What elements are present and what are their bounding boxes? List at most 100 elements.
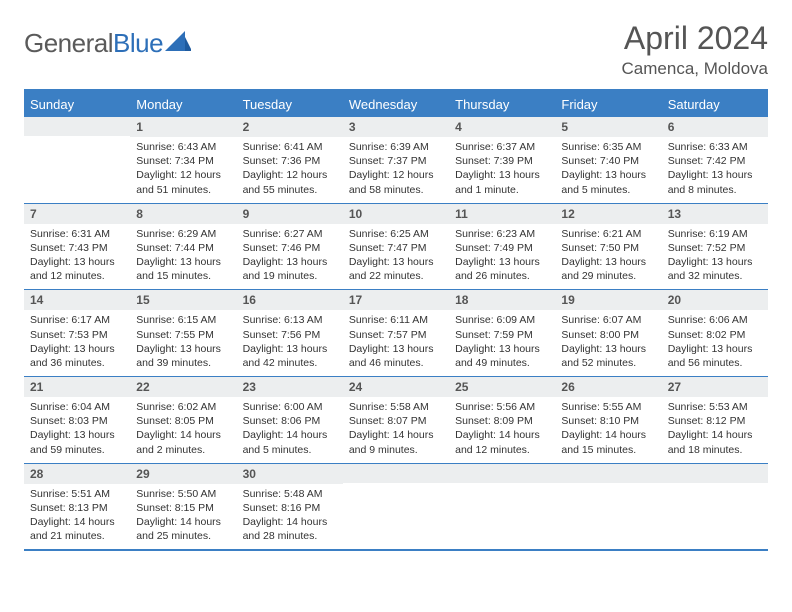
- sunrise: Sunrise: 5:58 AM: [349, 400, 443, 414]
- day-body: Sunrise: 6:35 AMSunset: 7:40 PMDaylight:…: [555, 137, 661, 203]
- day-number: 19: [555, 290, 661, 310]
- daylight: Daylight: 14 hours and 12 minutes.: [455, 428, 549, 456]
- day-body: Sunrise: 6:21 AMSunset: 7:50 PMDaylight:…: [555, 224, 661, 290]
- day-number: 23: [237, 377, 343, 397]
- sunset: Sunset: 7:50 PM: [561, 241, 655, 255]
- sunset: Sunset: 7:39 PM: [455, 154, 549, 168]
- day-cell: 19Sunrise: 6:07 AMSunset: 8:00 PMDayligh…: [555, 290, 661, 377]
- day-cell: 11Sunrise: 6:23 AMSunset: 7:49 PMDayligh…: [449, 203, 555, 290]
- sunrise: Sunrise: 5:55 AM: [561, 400, 655, 414]
- sunset: Sunset: 7:57 PM: [349, 328, 443, 342]
- logo-part1: General: [24, 28, 113, 58]
- day-cell: 1Sunrise: 6:43 AMSunset: 7:34 PMDaylight…: [130, 117, 236, 203]
- location: Camenca, Moldova: [622, 59, 768, 79]
- sunset: Sunset: 8:13 PM: [30, 501, 124, 515]
- calendar-table: Sunday Monday Tuesday Wednesday Thursday…: [24, 89, 768, 551]
- day-cell: 12Sunrise: 6:21 AMSunset: 7:50 PMDayligh…: [555, 203, 661, 290]
- day-number: 25: [449, 377, 555, 397]
- day-cell: 14Sunrise: 6:17 AMSunset: 7:53 PMDayligh…: [24, 290, 130, 377]
- day-body: Sunrise: 6:33 AMSunset: 7:42 PMDaylight:…: [662, 137, 768, 203]
- sunrise: Sunrise: 6:39 AM: [349, 140, 443, 154]
- daylight: Daylight: 13 hours and 26 minutes.: [455, 255, 549, 283]
- daylight: Daylight: 14 hours and 28 minutes.: [243, 515, 337, 543]
- day-body: Sunrise: 6:13 AMSunset: 7:56 PMDaylight:…: [237, 310, 343, 376]
- day-cell: 30Sunrise: 5:48 AMSunset: 8:16 PMDayligh…: [237, 463, 343, 550]
- day-number: 27: [662, 377, 768, 397]
- logo-triangle-icon: [165, 31, 191, 51]
- sunrise: Sunrise: 5:51 AM: [30, 487, 124, 501]
- day-number: 16: [237, 290, 343, 310]
- day-cell: 2Sunrise: 6:41 AMSunset: 7:36 PMDaylight…: [237, 117, 343, 203]
- day-cell: 5Sunrise: 6:35 AMSunset: 7:40 PMDaylight…: [555, 117, 661, 203]
- day-body: Sunrise: 5:53 AMSunset: 8:12 PMDaylight:…: [662, 397, 768, 463]
- day-cell: 24Sunrise: 5:58 AMSunset: 8:07 PMDayligh…: [343, 377, 449, 464]
- day-number: 24: [343, 377, 449, 397]
- day-body: Sunrise: 5:55 AMSunset: 8:10 PMDaylight:…: [555, 397, 661, 463]
- day-header-row: Sunday Monday Tuesday Wednesday Thursday…: [24, 91, 768, 118]
- day-body: Sunrise: 5:48 AMSunset: 8:16 PMDaylight:…: [237, 484, 343, 550]
- day-cell: [24, 117, 130, 203]
- day-body: Sunrise: 6:06 AMSunset: 8:02 PMDaylight:…: [662, 310, 768, 376]
- day-number: 4: [449, 117, 555, 137]
- day-body: Sunrise: 6:39 AMSunset: 7:37 PMDaylight:…: [343, 137, 449, 203]
- day-body: Sunrise: 5:56 AMSunset: 8:09 PMDaylight:…: [449, 397, 555, 463]
- dayhead-wed: Wednesday: [343, 91, 449, 118]
- sunrise: Sunrise: 6:43 AM: [136, 140, 230, 154]
- week-row: 7Sunrise: 6:31 AMSunset: 7:43 PMDaylight…: [24, 203, 768, 290]
- day-body: Sunrise: 5:50 AMSunset: 8:15 PMDaylight:…: [130, 484, 236, 550]
- day-number: 7: [24, 204, 130, 224]
- sunset: Sunset: 7:40 PM: [561, 154, 655, 168]
- day-number: 11: [449, 204, 555, 224]
- day-number: 1: [130, 117, 236, 137]
- daylight: Daylight: 14 hours and 25 minutes.: [136, 515, 230, 543]
- sunrise: Sunrise: 6:00 AM: [243, 400, 337, 414]
- day-number: 9: [237, 204, 343, 224]
- daylight: Daylight: 13 hours and 15 minutes.: [136, 255, 230, 283]
- sunset: Sunset: 7:53 PM: [30, 328, 124, 342]
- day-cell: [662, 463, 768, 550]
- sunrise: Sunrise: 6:27 AM: [243, 227, 337, 241]
- day-cell: 28Sunrise: 5:51 AMSunset: 8:13 PMDayligh…: [24, 463, 130, 550]
- calendar-body: 1 Sunrise: 6:43 AMSunset: 7:34 PM Daylight…: [24, 117, 768, 550]
- sunset: Sunset: 8:02 PM: [668, 328, 762, 342]
- sunrise: Sunrise: 5:48 AM: [243, 487, 337, 501]
- sunset: Sunset: 7:55 PM: [136, 328, 230, 342]
- day-number: [449, 464, 555, 483]
- dayhead-tue: Tuesday: [237, 91, 343, 118]
- dayhead-thu: Thursday: [449, 91, 555, 118]
- logo: GeneralBlue: [24, 28, 191, 59]
- day-cell: 3Sunrise: 6:39 AMSunset: 7:37 PMDaylight…: [343, 117, 449, 203]
- daylight: Daylight: 13 hours and 42 minutes.: [243, 342, 337, 370]
- day-number: [662, 464, 768, 483]
- day-cell: 25Sunrise: 5:56 AMSunset: 8:09 PMDayligh…: [449, 377, 555, 464]
- header: GeneralBlue April 2024 Camenca, Moldova: [24, 20, 768, 79]
- day-number: 13: [662, 204, 768, 224]
- day-cell: 8Sunrise: 6:29 AMSunset: 7:44 PMDaylight…: [130, 203, 236, 290]
- day-cell: 10Sunrise: 6:25 AMSunset: 7:47 PMDayligh…: [343, 203, 449, 290]
- daylight: Daylight: 13 hours and 59 minutes.: [30, 428, 124, 456]
- week-row: 21Sunrise: 6:04 AMSunset: 8:03 PMDayligh…: [24, 377, 768, 464]
- sunrise: Sunrise: 6:35 AM: [561, 140, 655, 154]
- sunrise: Sunrise: 5:56 AM: [455, 400, 549, 414]
- sunset: Sunset: 8:06 PM: [243, 414, 337, 428]
- day-body: Sunrise: 6:11 AMSunset: 7:57 PMDaylight:…: [343, 310, 449, 376]
- sunrise: Sunrise: 6:06 AM: [668, 313, 762, 327]
- day-body: Sunrise: 6:07 AMSunset: 8:00 PMDaylight:…: [555, 310, 661, 376]
- sunset: Sunset: 7:46 PM: [243, 241, 337, 255]
- day-body: [662, 483, 768, 541]
- sunrise: Sunrise: 6:04 AM: [30, 400, 124, 414]
- daylight: Daylight: 13 hours and 52 minutes.: [561, 342, 655, 370]
- dayhead-sun: Sunday: [24, 91, 130, 118]
- sunrise: Sunrise: 6:11 AM: [349, 313, 443, 327]
- dayhead-fri: Friday: [555, 91, 661, 118]
- sunrise: Sunrise: 6:21 AM: [561, 227, 655, 241]
- day-number: 22: [130, 377, 236, 397]
- sunrise: Sunrise: 6:29 AM: [136, 227, 230, 241]
- daylight: Daylight: 14 hours and 18 minutes.: [668, 428, 762, 456]
- sunset: Sunset: 8:05 PM: [136, 414, 230, 428]
- sunrise: Sunrise: 6:13 AM: [243, 313, 337, 327]
- day-body: Sunrise: 6:15 AMSunset: 7:55 PMDaylight:…: [130, 310, 236, 376]
- day-number: 18: [449, 290, 555, 310]
- sunset: Sunset: 7:34 PM: [136, 154, 230, 168]
- day-number: 5: [555, 117, 661, 137]
